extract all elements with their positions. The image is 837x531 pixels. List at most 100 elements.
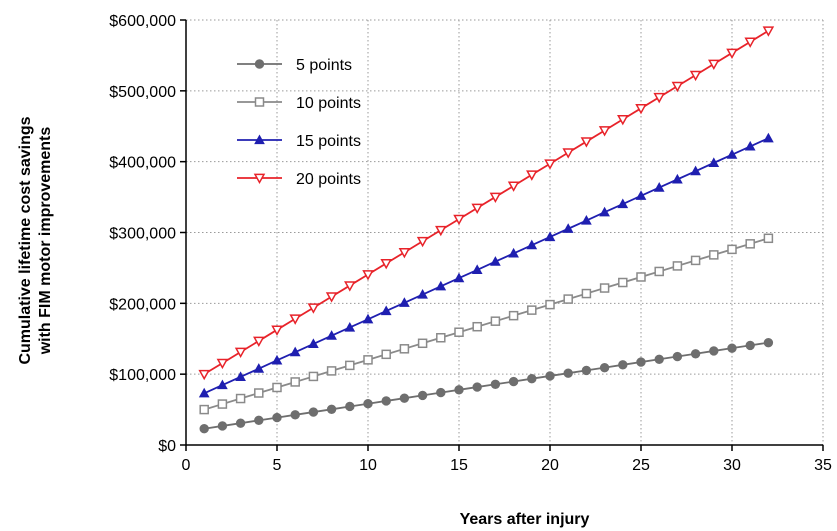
x-tick-label: 0 <box>182 457 191 474</box>
legend-label: 10 points <box>296 95 361 112</box>
data-point <box>508 376 519 387</box>
data-point <box>672 351 683 362</box>
data-point <box>762 26 775 37</box>
data-point <box>636 272 646 282</box>
data-point <box>198 387 210 398</box>
data-point <box>398 247 411 259</box>
data-point <box>745 340 755 351</box>
data-point <box>635 103 647 115</box>
data-point <box>562 223 574 233</box>
x-tick-label: 20 <box>541 457 559 474</box>
series-15-points <box>198 132 774 398</box>
data-point <box>345 401 355 412</box>
data-point <box>380 259 392 270</box>
data-point <box>362 270 374 281</box>
data-point <box>454 385 464 395</box>
data-point <box>399 344 410 354</box>
data-point <box>344 321 356 332</box>
data-point <box>254 415 264 426</box>
data-point <box>507 181 520 192</box>
data-point <box>653 182 665 192</box>
data-point <box>581 365 592 376</box>
y-tick-label: $500,000 <box>109 84 176 101</box>
data-point <box>234 347 247 359</box>
data-point <box>271 354 283 365</box>
data-point <box>654 354 664 364</box>
data-point <box>744 37 756 48</box>
data-point <box>599 206 610 217</box>
data-point <box>763 132 774 143</box>
data-point <box>217 399 228 409</box>
data-point <box>472 382 482 392</box>
data-point <box>708 157 720 167</box>
data-point <box>344 281 356 292</box>
data-point <box>581 214 592 225</box>
data-point <box>508 247 519 258</box>
x-tick-label: 15 <box>450 457 468 474</box>
series <box>198 26 775 434</box>
data-point <box>435 225 447 237</box>
y-tick-label: $600,000 <box>109 13 176 30</box>
data-point <box>417 338 428 349</box>
y-axis-title: Cumulative lifetime cost savings with FI… <box>17 116 54 364</box>
y-axis-title-line-2: with FIM motor improvements <box>37 127 54 356</box>
data-point <box>326 404 337 414</box>
data-point <box>199 404 209 415</box>
data-point <box>617 115 629 126</box>
data-point <box>544 231 556 242</box>
data-point <box>545 371 555 381</box>
legend-marker <box>254 97 265 107</box>
data-point <box>326 366 337 376</box>
x-tick-label: 30 <box>723 457 741 474</box>
data-point <box>726 48 738 59</box>
data-point <box>235 418 246 428</box>
data-point <box>289 346 301 357</box>
data-point <box>526 170 538 181</box>
data-point <box>436 387 446 398</box>
x-ticks: 0 5 10 15 20 25 30 35 <box>182 445 832 474</box>
data-point <box>454 327 464 337</box>
data-point <box>307 303 320 314</box>
data-point <box>527 374 537 384</box>
data-point <box>490 316 501 326</box>
data-point <box>690 165 701 176</box>
data-point <box>618 277 628 288</box>
x-tick-label: 35 <box>814 457 832 474</box>
data-point <box>381 349 391 360</box>
legend-marker <box>254 134 265 145</box>
y-tick-label: $100,000 <box>109 367 176 384</box>
data-point <box>217 421 228 431</box>
x-tick-label: 10 <box>359 457 377 474</box>
data-point <box>198 369 210 381</box>
data-point <box>671 81 684 93</box>
data-point <box>362 313 374 324</box>
data-point <box>416 236 429 248</box>
legend-label: 15 points <box>296 133 361 150</box>
data-point <box>216 358 229 370</box>
legend-marker <box>253 173 266 185</box>
data-point <box>709 346 719 356</box>
x-tick-label: 25 <box>632 457 650 474</box>
data-point <box>472 321 482 332</box>
series-20-points <box>198 26 775 381</box>
data-point <box>763 233 774 244</box>
y-tick-label: $200,000 <box>109 296 176 313</box>
data-point <box>417 390 428 401</box>
data-point <box>690 255 701 266</box>
legend-label: 5 points <box>296 57 352 74</box>
legend-label: 20 points <box>296 171 361 188</box>
data-point <box>490 256 501 266</box>
data-point <box>618 360 628 370</box>
data-point <box>289 314 301 325</box>
legend: 5 points 10 points 15 points 20 points <box>237 57 361 188</box>
data-point <box>253 336 265 347</box>
data-point <box>745 239 755 249</box>
data-point <box>271 325 283 336</box>
data-point <box>727 244 737 255</box>
y-tick-label: $400,000 <box>109 155 176 172</box>
data-point <box>272 412 282 423</box>
data-point <box>290 377 300 387</box>
data-point <box>636 357 646 367</box>
